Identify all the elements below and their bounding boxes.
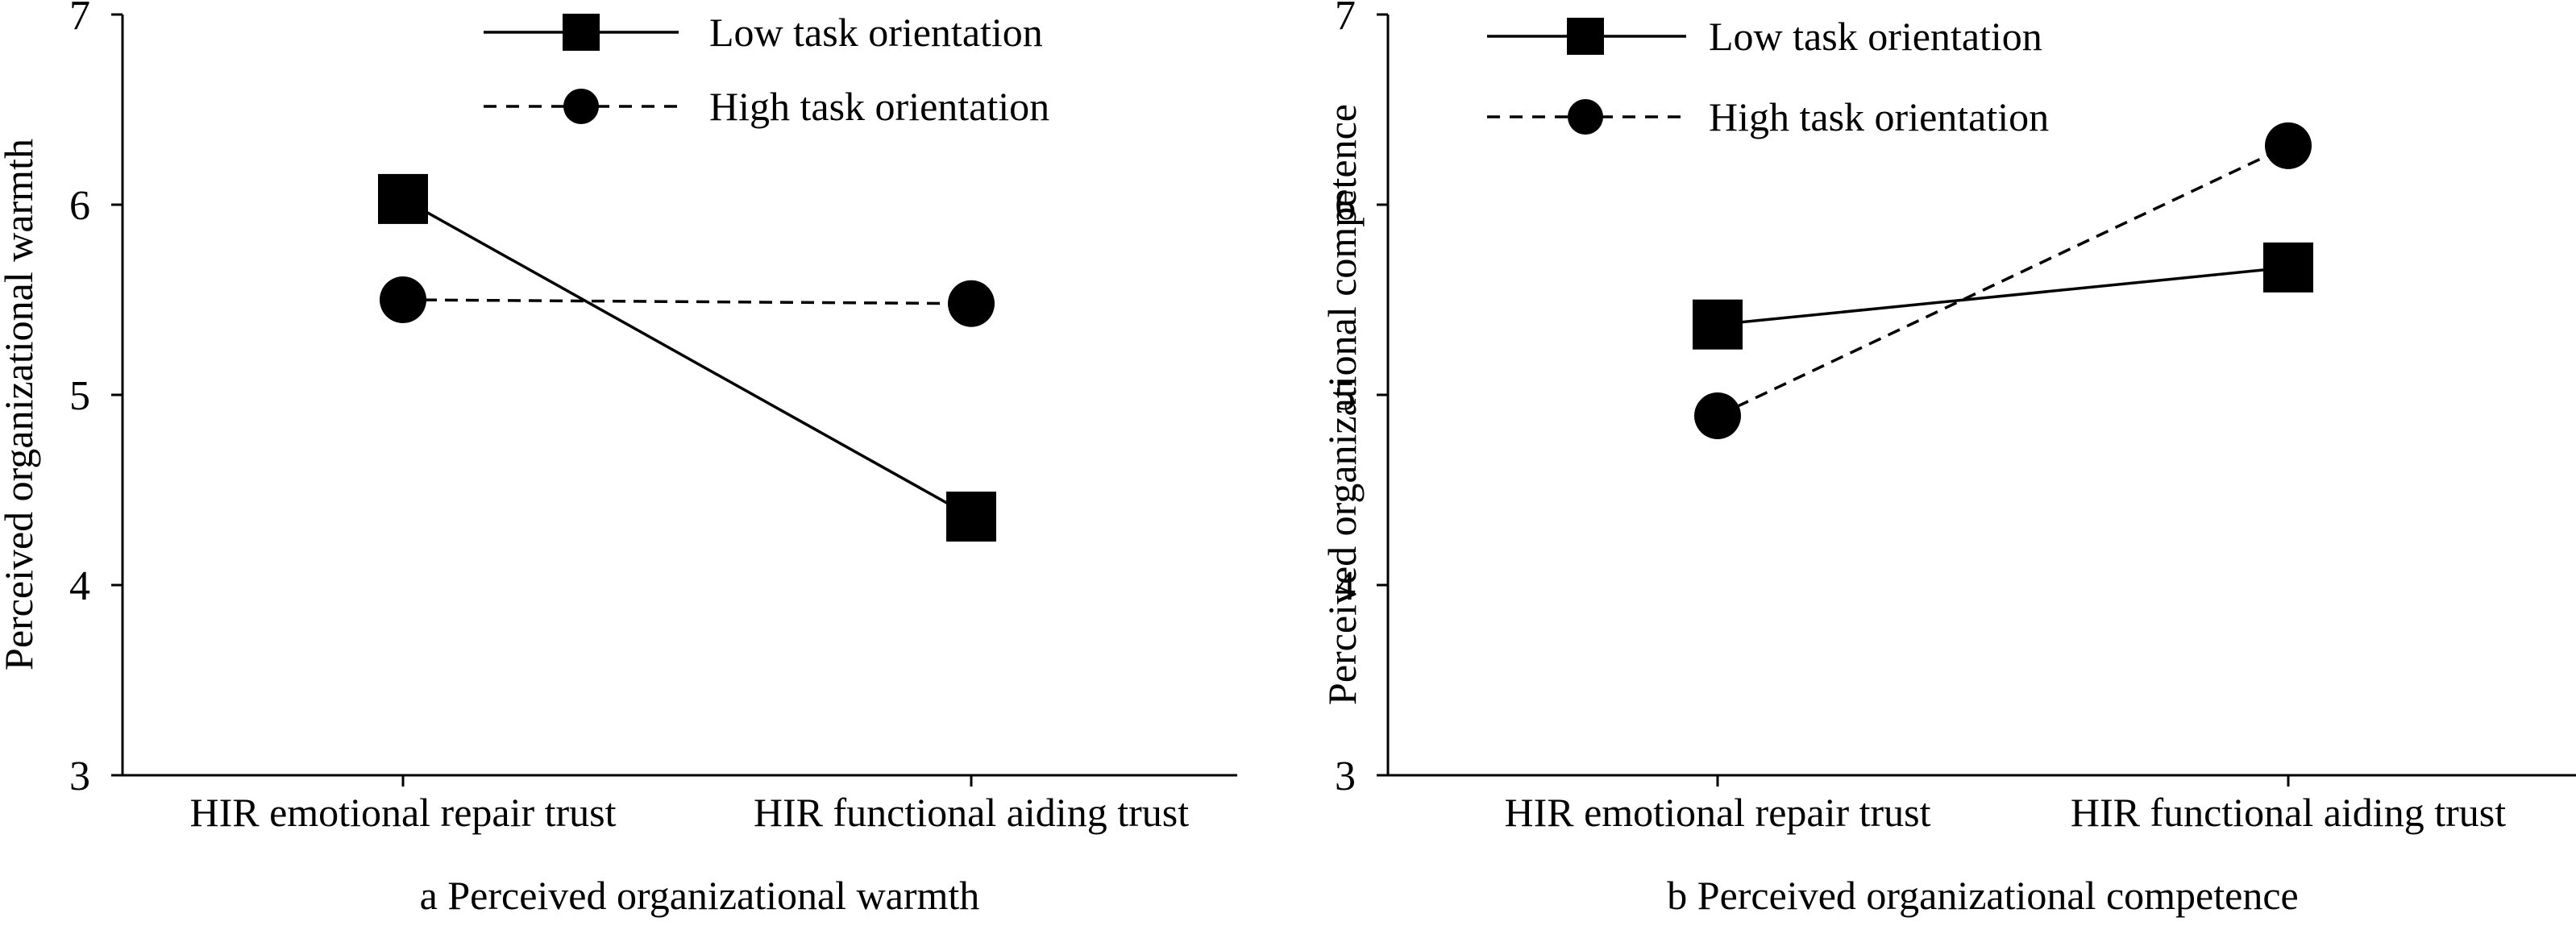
legend-label: Low task orientation — [709, 10, 1043, 55]
legend-marker — [563, 14, 600, 51]
chart-panel-b: 3 4 5 6 7 HIR emotional repair trust HIR funct… — [1319, 0, 2576, 918]
series-line-high — [1717, 144, 2289, 417]
data-point-low — [2263, 242, 2313, 293]
y-tick-label: 7 — [1335, 0, 1356, 39]
legend-label: High task orientation — [709, 84, 1049, 129]
legend-marker — [1568, 99, 1603, 135]
y-tick-label: 5 — [69, 373, 90, 419]
data-point-high — [2265, 122, 2312, 169]
legend-marker — [563, 89, 599, 124]
y-tick-label: 3 — [69, 753, 90, 799]
y-tick-label: 6 — [1335, 183, 1356, 229]
series-line-low — [1717, 266, 2289, 326]
x-tick-label: HIR emotional repair trust — [1504, 790, 1930, 835]
x-tick-label: HIR functional aiding trust — [754, 790, 1189, 835]
y-tick-label: 6 — [69, 183, 90, 229]
legend-label: Low task orientation — [1709, 14, 2042, 59]
series-line-low — [402, 197, 972, 518]
chart-panel-a: 3 4 5 6 7 HIR emotional repair trust HIR funct… — [0, 0, 1237, 918]
chart-caption: b Perceived organizational competence — [1667, 873, 2298, 918]
y-axis-label: Perceived organizational warmth — [0, 139, 41, 670]
chart-caption: a Perceived organizational warmth — [420, 873, 980, 918]
y-tick-label: 4 — [69, 563, 90, 609]
data-point-high — [948, 280, 995, 327]
y-axis-label: Perceived organizational competence — [1319, 104, 1365, 705]
data-point-high — [1694, 392, 1741, 439]
y-tick-label: 5 — [1335, 373, 1356, 419]
legend-marker — [1567, 18, 1604, 55]
data-point-low — [946, 492, 996, 542]
data-point-high — [380, 276, 426, 323]
y-tick-label: 4 — [1335, 563, 1356, 609]
legend-label: High task orientation — [1709, 94, 2049, 139]
y-tick-label: 3 — [1335, 753, 1356, 799]
x-tick-label: HIR functional aiding trust — [2071, 790, 2506, 835]
y-tick-label: 7 — [69, 0, 90, 39]
data-point-low — [378, 173, 428, 224]
data-point-low — [1693, 299, 1743, 350]
series-line-high — [402, 298, 972, 305]
x-tick-label: HIR emotional repair trust — [189, 790, 616, 835]
